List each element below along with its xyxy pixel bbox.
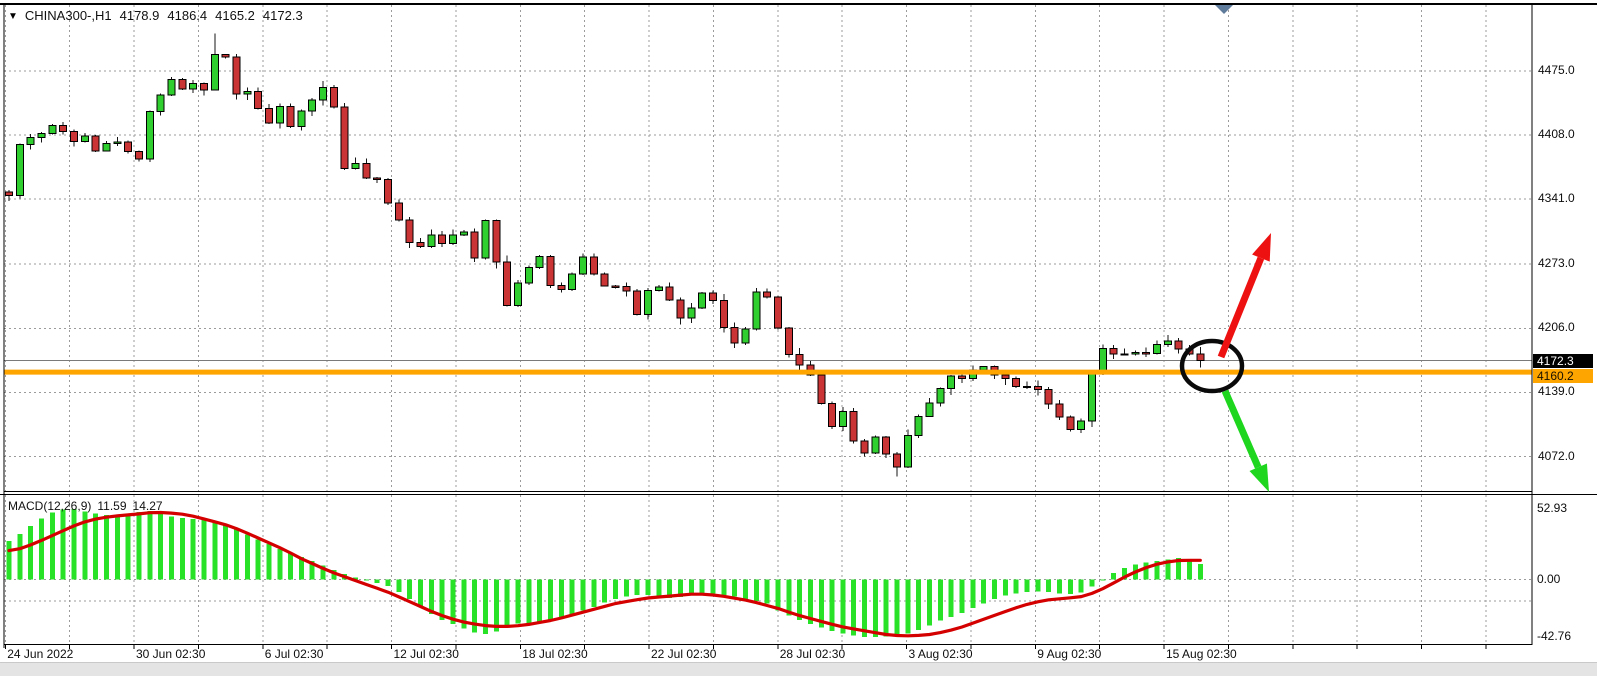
price-axis-label: 4206.0 — [1538, 320, 1575, 335]
macd-indicator-label: MACD(12,26,9) 11.59 14.27 — [8, 499, 163, 513]
macd-axis-label: 52.93 — [1537, 500, 1568, 515]
window-bottom-strip — [0, 662, 1597, 676]
pane-borders — [0, 3, 1597, 649]
macd-axis-label: 0.00 — [1537, 571, 1561, 586]
price-axis-label: 4408.0 — [1538, 127, 1575, 142]
time-axis-label: 9 Aug 02:30 — [1037, 647, 1102, 661]
time-axis-label: 12 Jul 02:30 — [393, 647, 459, 661]
time-axis-label: 28 Jul 02:30 — [779, 647, 846, 661]
macd-axis-label: -42.76 — [1537, 628, 1572, 643]
candles — [5, 33, 1205, 477]
symbol-timeframe-label: CHINA300-,H1 — [24, 8, 112, 23]
hline-price-badge: 4160.2 — [1533, 368, 1593, 383]
up-arrow-annotation[interactable] — [1217, 233, 1271, 359]
price-axis-label: 4273.0 — [1538, 256, 1575, 271]
ohlc-high-value: 4186.4 — [167, 8, 208, 23]
ohlc-low-value: 4165.2 — [215, 8, 255, 23]
highlight-circle-annotation[interactable] — [1179, 338, 1245, 394]
macd-name-label: MACD(12,26,9) — [8, 499, 92, 513]
symbol-info-line: ▼ CHINA300-,H1 4178.9 4186.4 4165.2 4172.3 — [8, 8, 303, 23]
current-price-badge: 4172.3 — [1533, 354, 1593, 368]
ohlc-open-value: 4178.9 — [119, 8, 160, 23]
macd-signal-line — [7, 510, 1202, 638]
grid — [4, 5, 1532, 644]
time-axis-label: 3 Aug 02:30 — [908, 647, 973, 661]
ohlc-close-value: 4172.3 — [262, 8, 303, 23]
time-axis-label: 6 Jul 02:30 — [264, 647, 324, 661]
price-axis-label: 4139.0 — [1538, 384, 1575, 399]
time-axis-label: 30 Jun 02:30 — [136, 647, 206, 661]
price-axis-label: 4072.0 — [1538, 448, 1575, 463]
down-arrow-annotation[interactable] — [1221, 389, 1269, 492]
price-axis-label: 4475.0 — [1538, 63, 1575, 77]
symbol-dropdown-icon[interactable]: ▼ — [8, 11, 18, 22]
chart-shift-marker-icon[interactable] — [1215, 5, 1233, 14]
time-axis-label: 15 Aug 02:30 — [1166, 647, 1237, 661]
time-axis-label: 18 Jul 02:30 — [522, 647, 588, 661]
macd-histogram — [6, 509, 1203, 638]
price-axis-label: 4341.0 — [1538, 191, 1575, 206]
macd-main-value: 11.59 — [97, 499, 127, 513]
macd-signal-value: 14.27 — [132, 499, 163, 513]
time-axis-label: 22 Jul 02:30 — [651, 647, 717, 661]
time-axis-label: 24 Jun 2022 — [7, 647, 74, 661]
